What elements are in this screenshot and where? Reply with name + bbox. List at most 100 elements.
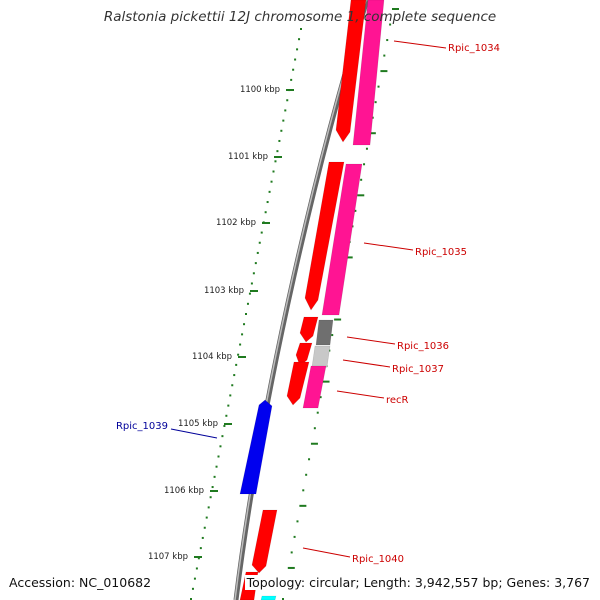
gene-rpic-1037-b	[311, 345, 331, 368]
scale-tick-inner	[258, 241, 261, 244]
scale-tick-outer	[386, 39, 389, 42]
scale-tick-outer	[293, 535, 296, 538]
scale-tick-inner	[235, 363, 238, 366]
scale-tick-outer	[392, 8, 399, 10]
gene-label-leader	[302, 547, 351, 558]
scale-tick-inner	[233, 374, 236, 377]
scale-tick-outer	[316, 411, 319, 414]
gene-rpic-1036-a	[299, 316, 319, 343]
scale-tick-inner	[290, 78, 293, 81]
scale-tick-outer	[345, 256, 353, 259]
gene-rpic-1035-strand-a	[304, 161, 345, 311]
scale-tick-inner	[278, 139, 281, 142]
scale-tick-inner	[286, 99, 289, 102]
gene-rpic-1035-strand-b	[321, 163, 363, 316]
gene-label: recR	[386, 395, 409, 406]
scale-tick-inner	[199, 547, 202, 550]
kbp-tick-mark	[250, 290, 258, 292]
scale-tick-inner	[211, 486, 214, 489]
scale-tick-outer	[282, 598, 284, 600]
scale-tick-inner	[221, 435, 224, 438]
scale-tick-inner	[266, 201, 269, 204]
scale-tick-outer	[363, 163, 366, 166]
scale-tick-inner	[270, 180, 273, 183]
scale-tick-outer	[371, 116, 374, 119]
gene-label: Rpic_1039	[116, 421, 168, 432]
scale-tick-inner	[248, 292, 251, 295]
scale-tick-inner	[215, 465, 218, 468]
scale-tick-outer	[331, 334, 334, 337]
gene-recr-b	[302, 365, 327, 409]
scale-tick-outer	[360, 178, 363, 181]
kbp-tick-label: 1103 kbp	[204, 286, 244, 296]
scale-tick-inner	[205, 516, 208, 519]
scale-tick-inner	[254, 262, 257, 265]
scale-tick-outer	[365, 147, 368, 150]
kbp-tick-label: 1106 kbp	[164, 486, 204, 496]
kbp-tick-mark	[224, 423, 232, 425]
gene-label-leader	[363, 242, 414, 251]
kbp-tick-mark	[262, 222, 270, 224]
scale-tick-outer	[305, 473, 308, 476]
gene-label: Rpic_1036	[397, 341, 449, 352]
scale-tick-outer	[389, 23, 392, 26]
scale-tick-inner	[246, 302, 249, 305]
kbp-tick-label: 1101 kbp	[228, 152, 268, 162]
topology-text: Topology: circular; Length: 3,942,557 bp…	[244, 575, 592, 590]
scale-tick-inner	[252, 272, 255, 275]
scale-tick-outer	[313, 427, 316, 430]
scale-tick-outer	[299, 504, 307, 507]
scale-tick-inner	[195, 567, 198, 570]
scale-tick-inner	[268, 190, 271, 193]
map-title: Ralstonia pickettii 12J chromosome 1, co…	[103, 9, 497, 25]
scale-tick-inner	[207, 506, 210, 509]
scale-tick-inner	[201, 536, 204, 539]
gene-rpic-1040	[251, 509, 278, 574]
kbp-tick-label: 1104 kbp	[192, 352, 232, 362]
scale-tick-inner	[231, 384, 234, 387]
scale-tick-outer	[357, 194, 365, 197]
scale-tick-inner	[237, 353, 240, 356]
scale-tick-outer	[302, 489, 305, 492]
gene-label-leader	[336, 390, 385, 399]
scale-tick-inner	[276, 150, 279, 153]
gene-rpic-1036-b	[315, 319, 334, 346]
scale-tick-inner	[223, 424, 226, 427]
scale-tick-inner	[197, 557, 200, 560]
scale-tick-inner	[274, 160, 277, 163]
kbp-tick-mark	[274, 156, 282, 158]
gene-rpic-1039	[239, 399, 273, 495]
kbp-tick-mark	[238, 356, 246, 358]
gene-label-leader	[393, 40, 447, 49]
scale-tick-inner	[229, 394, 232, 397]
kbp-tick-label: 1102 kbp	[216, 218, 256, 228]
scale-tick-outer	[296, 520, 299, 523]
gene-label: Rpic_1037	[392, 364, 444, 375]
scale-tick-outer	[308, 458, 311, 461]
gene-recr-a	[286, 361, 310, 406]
scale-tick-inner	[260, 231, 263, 234]
scale-tick-inner	[296, 48, 299, 51]
scale-tick-inner	[241, 333, 244, 336]
scale-tick-inner	[243, 323, 246, 326]
scale-tick-inner	[191, 587, 194, 590]
scale-tick-outer	[319, 396, 322, 399]
scale-tick-inner	[190, 598, 192, 600]
scale-tick-inner	[294, 58, 297, 61]
scale-tick-inner	[256, 251, 259, 254]
scale-tick-inner	[300, 28, 302, 30]
scale-tick-outer	[354, 209, 357, 212]
gene-label-leader	[170, 428, 218, 439]
scale-tick-inner	[227, 404, 230, 407]
gene-label-leader	[346, 336, 396, 345]
scale-tick-inner	[298, 38, 301, 41]
gene-next-cyan	[260, 595, 277, 600]
scale-tick-inner	[239, 343, 242, 346]
scale-tick-inner	[280, 129, 283, 132]
kbp-tick-mark	[286, 89, 294, 91]
gene-label: Rpic_1040	[352, 554, 404, 565]
kbp-tick-mark	[194, 556, 202, 558]
scale-tick-outer	[290, 551, 293, 554]
